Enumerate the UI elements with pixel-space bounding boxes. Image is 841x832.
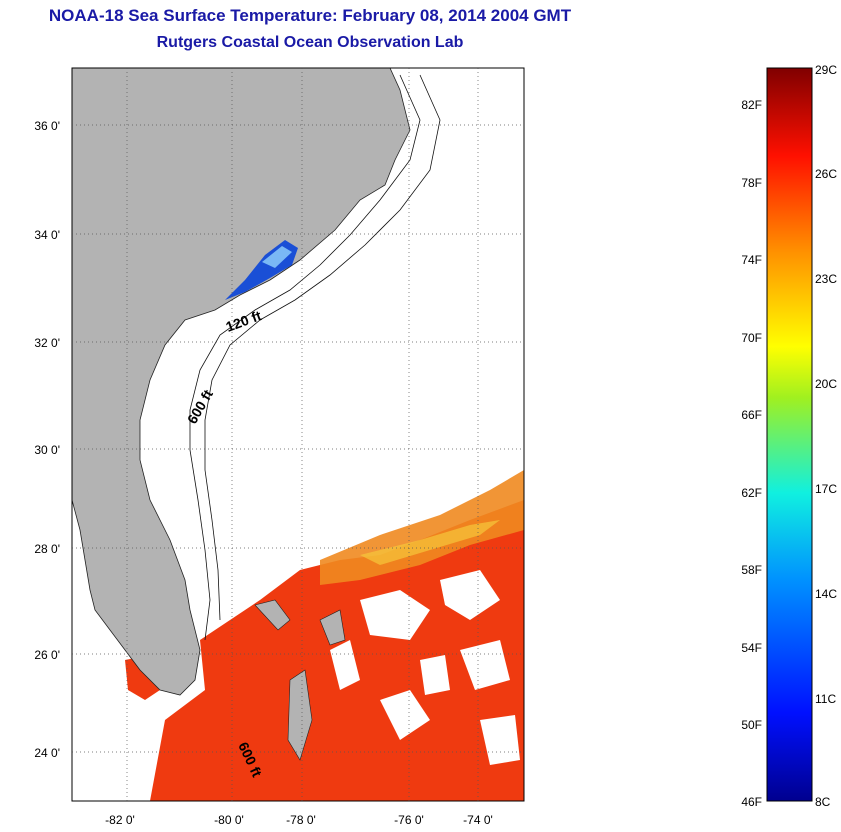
lat-axis: 36 0' 34 0' 32 0' 30 0' 28 0' 26 0' 24 0… (34, 119, 60, 760)
colorbar-f-label: 82F (741, 98, 762, 112)
lon-tick-label: -78 0' (286, 813, 316, 827)
colorbar-c-label: 23C (815, 272, 837, 286)
colorbar-f-label: 50F (741, 718, 762, 732)
lat-tick-label: 36 0' (34, 119, 60, 133)
lat-tick-label: 24 0' (34, 746, 60, 760)
colorbar-f-label: 66F (741, 408, 762, 422)
colorbar-f-labels: 82F 78F 74F 70F 66F 62F 58F 54F 50F 46F (741, 98, 762, 809)
colorbar-f-label: 70F (741, 331, 762, 345)
lat-tick-label: 26 0' (34, 648, 60, 662)
colorbar-f-label: 58F (741, 563, 762, 577)
colorbar-c-label: 20C (815, 377, 837, 391)
colorbar-c-label: 8C (815, 795, 831, 809)
land-mass (72, 68, 411, 696)
graticule (72, 68, 524, 801)
lat-tick-label: 30 0' (34, 443, 60, 457)
colorbar-c-label: 17C (815, 482, 837, 496)
map-frame (71, 67, 525, 802)
lat-tick-label: 32 0' (34, 336, 60, 350)
colorbar-c-label: 26C (815, 167, 837, 181)
colorbar-c-label: 11C (815, 692, 836, 706)
lon-axis: -82 0' -80 0' -78 0' -76 0' -74 0' (105, 813, 493, 827)
map-title: NOAA-18 Sea Surface Temperature: Februar… (48, 6, 572, 25)
colorbar-f-label: 54F (741, 641, 762, 655)
colorbar-f-label: 62F (741, 486, 762, 500)
lon-tick-label: -80 0' (214, 813, 244, 827)
lat-tick-label: 34 0' (34, 228, 60, 242)
colorbar-f-label: 46F (741, 795, 762, 809)
lon-tick-label: -74 0' (463, 813, 493, 827)
map-area (72, 68, 524, 801)
colorbar-f-label: 78F (741, 176, 762, 190)
lon-tick-label: -76 0' (394, 813, 424, 827)
colorbar-f-label: 74F (741, 253, 762, 267)
colorbar-c-label: 14C (815, 587, 837, 601)
map-subtitle: Rutgers Coastal Ocean Observation Lab (156, 34, 464, 51)
lat-tick-label: 28 0' (34, 542, 60, 556)
colorbar-c-labels: 29C 26C 23C 20C 17C 14C 11C 8C (815, 63, 837, 809)
colorbar-c-label: 29C (815, 63, 837, 77)
bathymetry-contours (189, 74, 441, 641)
cloud-gaps (330, 570, 520, 765)
colorbar (766, 67, 813, 802)
lon-tick-label: -82 0' (105, 813, 135, 827)
